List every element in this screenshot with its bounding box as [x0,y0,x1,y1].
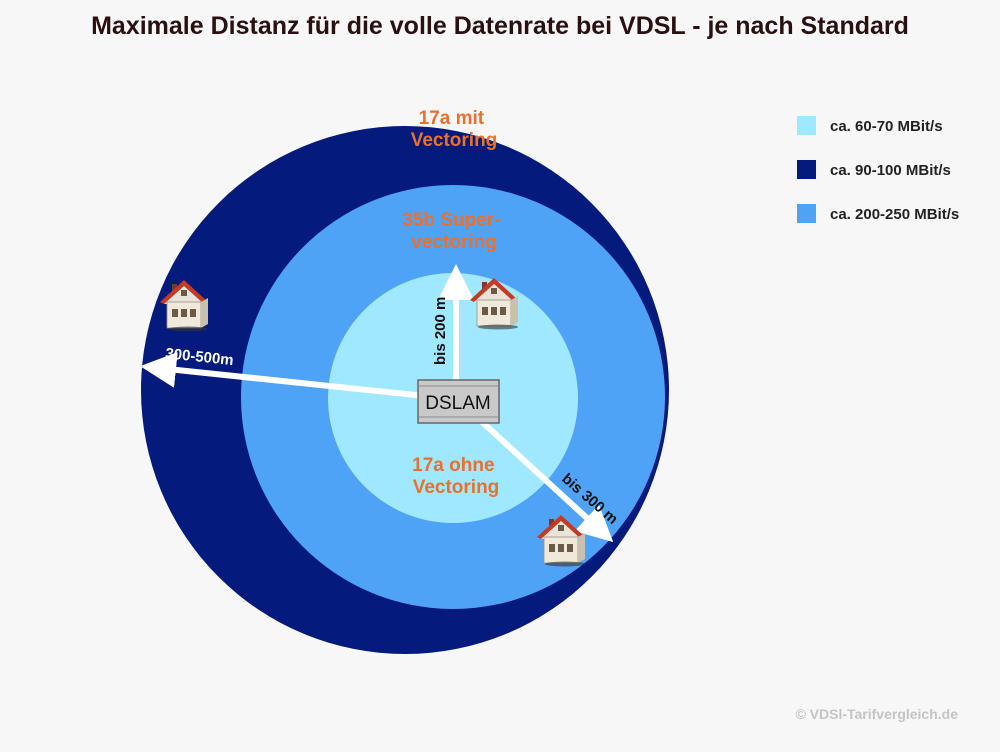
inner-ring-label: 17a ohne Vectoring [412,455,500,498]
legend: ca. 60-70 MBit/s ca. 90-100 MBit/s ca. 2… [797,116,959,223]
copyright-text: © VDSl-Tarifvergleich.de [795,706,958,722]
legend-swatch-dark [797,160,816,179]
dslam-box: DSLAM [417,379,500,424]
arrow-left [140,351,426,399]
arrow-down-right [477,417,614,543]
distance-label-up: bis 200 m [432,297,449,365]
page-title: Maximale Distanz für die volle Datenrate… [91,12,909,40]
legend-label: ca. 60-70 MBit/s [830,118,943,135]
legend-label: ca. 90-100 MBit/s [830,162,951,179]
outer-ring-label: 17a mit Vectoring [411,108,498,151]
legend-swatch-medium [797,204,816,223]
dslam-label: DSLAM [425,393,490,414]
legend-swatch-light [797,116,816,135]
middle-ring-label: 35b Super- vectoring [402,210,505,253]
legend-label: ca. 200-250 MBit/s [830,206,959,223]
